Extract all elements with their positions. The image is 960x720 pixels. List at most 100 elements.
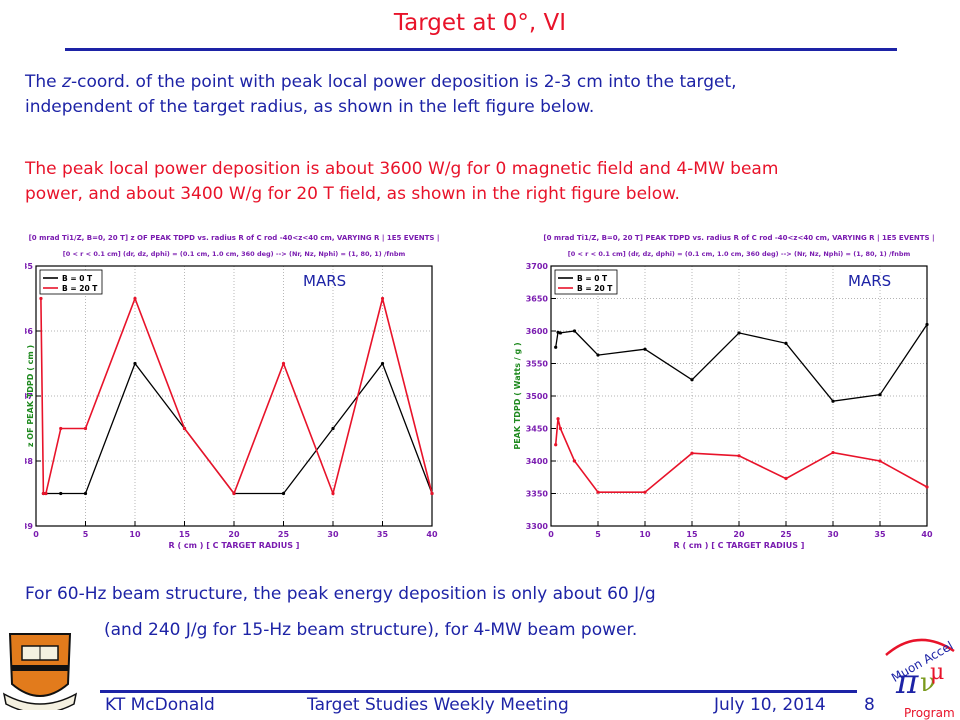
mars-watermark: MARS: [303, 272, 346, 290]
x-tick-label: 35: [874, 530, 886, 539]
data-point: [232, 491, 236, 496]
footer-page-number: 8: [864, 695, 875, 715]
x-tick-label: 15: [686, 530, 698, 539]
data-point: [554, 443, 558, 447]
x-tick-label: 20: [733, 530, 745, 539]
y-tick-label: 3350: [526, 490, 549, 499]
y-tick-label: 3400: [526, 457, 549, 466]
footer-divider: [100, 690, 857, 693]
legend-label: B = 0 T: [62, 274, 93, 283]
data-point: [831, 399, 835, 403]
series-line-b0t: [43, 362, 433, 495]
paragraph-1-line-1: The z-coord. of the point with peak loca…: [25, 70, 925, 95]
data-point: [556, 417, 560, 421]
slide-title: Target at 0°, VI: [393, 10, 567, 36]
legend-label: B = 20 T: [577, 284, 613, 293]
data-point: [643, 347, 647, 351]
x-tick-label: 10: [639, 530, 651, 539]
p1-text-a: The: [25, 72, 63, 92]
paragraph-2: The peak local power deposition is about…: [25, 157, 925, 207]
data-point: [331, 426, 335, 431]
muon-accelerator-program-logo: Muon Accel π ν μ Program: [885, 639, 955, 720]
x-axis-label: R ( cm ) [ C TARGET RADIUS ]: [674, 541, 805, 550]
x-tick-label: 40: [426, 530, 438, 539]
nu-letter: ν: [920, 668, 936, 698]
paragraph-2-line-2: power, and about 3400 W/g for 20 T field…: [25, 184, 680, 204]
data-point: [44, 491, 48, 496]
y-tick-label: 3500: [526, 392, 549, 401]
mu-letter: μ: [930, 660, 944, 685]
y-tick-label: -35: [25, 262, 33, 271]
chart-header-2: [0 < r < 0.1 cm] (dr, dz, dphi) = (0.1 c…: [63, 250, 406, 258]
chart-header-1: [0 mrad Ti1/Z, B=0, 20 T] PEAK TDPD vs. …: [543, 234, 934, 243]
data-point: [643, 490, 647, 494]
data-point: [572, 329, 577, 333]
data-point: [784, 341, 788, 345]
x-tick-label: 5: [595, 530, 601, 539]
data-point: [281, 491, 286, 496]
data-point: [133, 361, 137, 366]
footer-date: July 10, 2014: [714, 695, 826, 715]
y-tick-label: -39: [25, 522, 33, 531]
x-tick-label: 0: [33, 530, 39, 539]
legend-box: [39, 269, 103, 295]
x-tick-label: 20: [228, 530, 240, 539]
data-point: [572, 459, 577, 463]
data-point: [39, 296, 43, 301]
data-point: [737, 454, 741, 458]
data-point: [878, 393, 882, 397]
paragraph-1-line-2: independent of the target radius, as sho…: [25, 97, 595, 117]
data-point: [41, 491, 46, 496]
legend-label: B = 0 T: [577, 274, 608, 283]
paragraph-2-line-1: The peak local power deposition is about…: [25, 159, 779, 179]
y-tick-label: 3300: [526, 522, 549, 531]
chart-header-1: [0 mrad Ti1/Z, B=0, 20 T] z OF PEAK TDPD…: [29, 234, 440, 243]
data-point: [690, 451, 694, 455]
x-tick-label: 40: [921, 530, 933, 539]
mars-watermark: MARS: [848, 272, 891, 290]
data-point: [83, 426, 88, 431]
series-line-b20t: [554, 418, 928, 494]
data-point: [59, 491, 63, 496]
y-axis-label: PEAK TDPD ( Watts / g ): [513, 342, 522, 449]
y-tick-label: -37: [25, 392, 33, 401]
y-tick-label: 3650: [526, 295, 549, 304]
x-tick-label: 0: [548, 530, 554, 539]
bottom-line-1: For 60-Hz beam structure, the peak energ…: [25, 584, 656, 604]
chart-left-z-of-peak: [0 mrad Ti1/Z, B=0, 20 T] z OF PEAK TDPD…: [25, 234, 440, 550]
x-tick-label: 25: [278, 530, 290, 539]
data-point: [558, 331, 562, 335]
footer-author: KT McDonald: [105, 695, 215, 715]
x-tick-label: 30: [827, 530, 839, 539]
title-divider: [65, 48, 897, 51]
data-point: [133, 296, 137, 301]
x-tick-label: 5: [83, 530, 89, 539]
paragraph-1: The z-coord. of the point with peak loca…: [25, 70, 925, 120]
x-tick-label: 10: [129, 530, 141, 539]
data-point: [182, 426, 187, 431]
y-axis-label: z OF PEAK TDPD ( cm ): [26, 345, 35, 447]
y-tick-label: -36: [25, 327, 33, 336]
data-point: [784, 476, 788, 481]
x-axis-label: R ( cm ) [ C TARGET RADIUS ]: [169, 541, 300, 550]
princeton-shield-logo: [2, 633, 78, 710]
data-point: [925, 322, 929, 327]
data-point: [690, 378, 694, 382]
data-point: [878, 459, 882, 463]
data-point: [331, 491, 335, 496]
data-point: [596, 490, 600, 494]
data-point: [430, 491, 434, 496]
y-tick-label: 3450: [526, 425, 549, 434]
data-point: [83, 491, 88, 496]
p1-z-italic: z: [62, 72, 71, 92]
data-point: [831, 450, 835, 455]
legend-label: B = 20 T: [62, 284, 98, 293]
p1-text-b: -coord. of the point with peak local pow…: [70, 72, 737, 92]
y-tick-label: 3700: [526, 262, 549, 271]
chart-header-2: [0 < r < 0.1 cm] (dr, dz, dphi) = (0.1 c…: [568, 250, 911, 258]
x-tick-label: 35: [377, 530, 389, 539]
pi-letter: π: [895, 662, 919, 702]
series-line-b0t: [555, 324, 928, 402]
data-point: [59, 426, 63, 431]
data-point: [380, 296, 385, 301]
